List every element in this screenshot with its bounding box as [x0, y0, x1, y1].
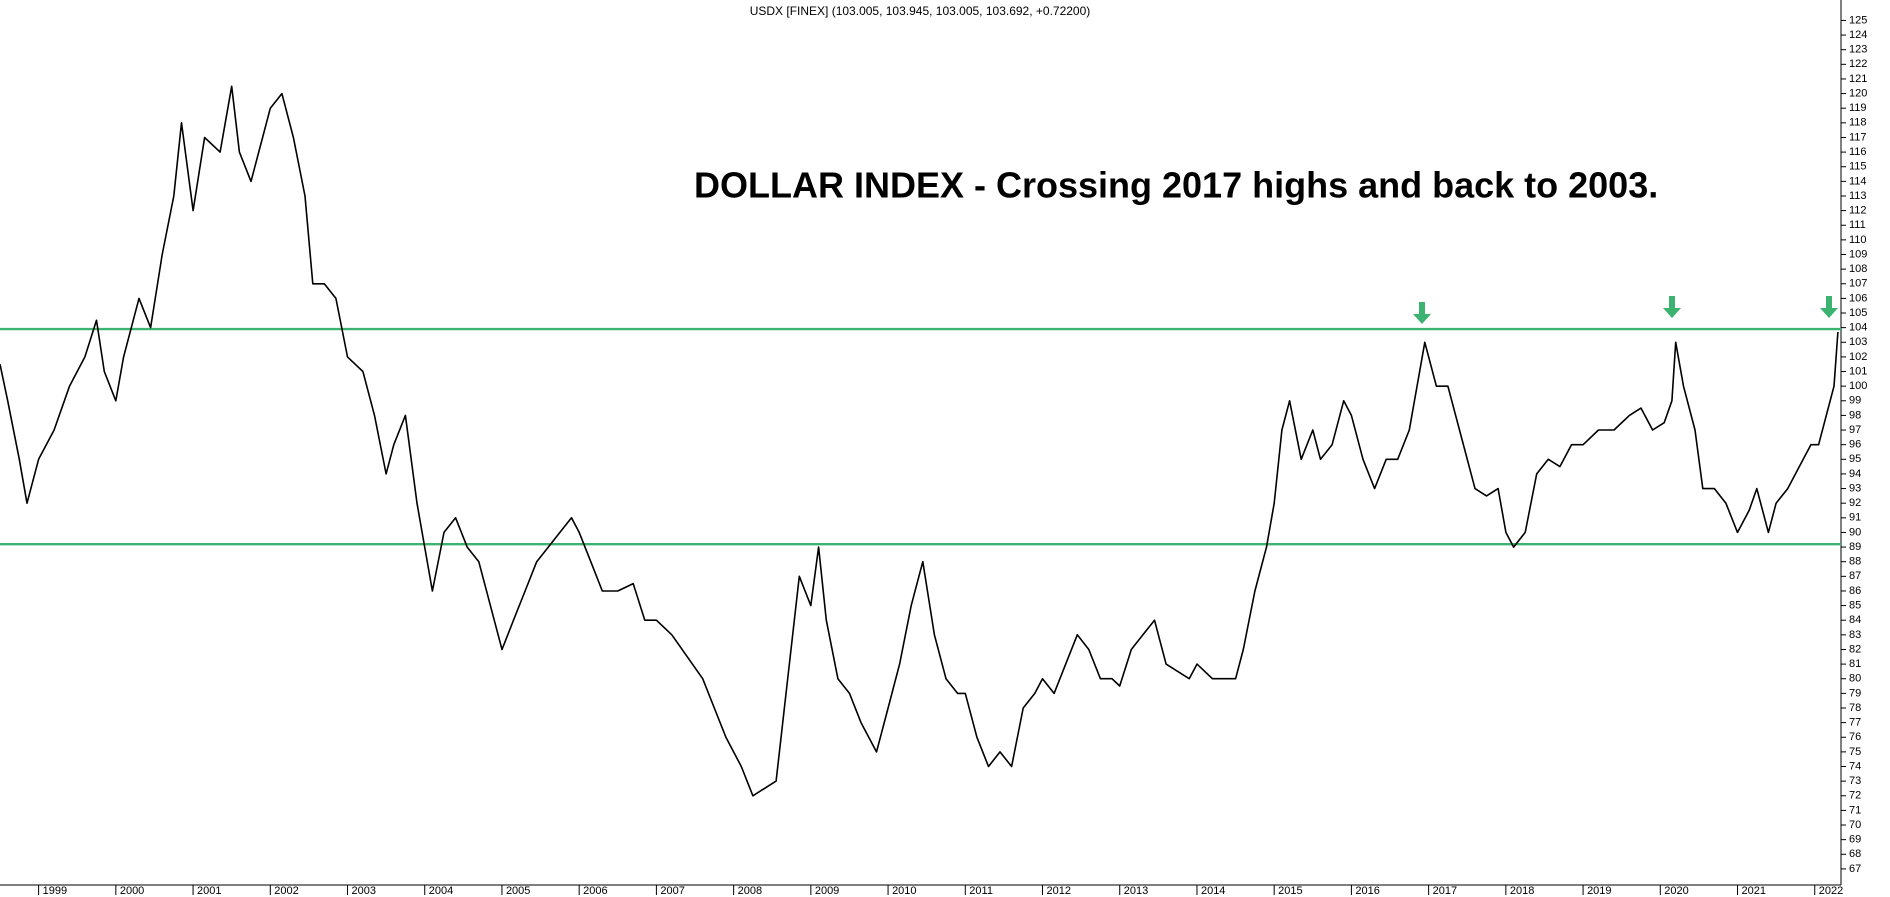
y-tick-label: 109 [1849, 248, 1867, 260]
arrow [1820, 296, 1838, 318]
y-tick-label: 100 [1849, 380, 1867, 392]
y-tick-label: 71 [1849, 804, 1861, 816]
y-tick-label: 84 [1849, 614, 1861, 626]
y-tick-label: 105 [1849, 307, 1867, 319]
y-tick-label: 78 [1849, 702, 1861, 714]
y-tick-label: 92 [1849, 497, 1861, 509]
x-tick-label: 2003 [352, 885, 376, 897]
y-tick-label: 115 [1849, 161, 1867, 173]
y-tick-label: 119 [1849, 102, 1867, 114]
y-tick-label: 98 [1849, 409, 1861, 421]
x-tick-label: 2009 [815, 885, 839, 897]
x-tick-label: 2013 [1124, 885, 1148, 897]
x-tick-label: 2021 [1742, 885, 1766, 897]
arrow [1663, 296, 1681, 318]
y-tick-label: 103 [1849, 336, 1867, 348]
x-tick-label: 2015 [1278, 885, 1302, 897]
x-tick-label: 2007 [660, 885, 684, 897]
y-tick-label: 111 [1849, 219, 1866, 231]
chart-title: USDX [FINEX] (103.005, 103.945, 103.005,… [750, 4, 1091, 18]
y-tick-label: 87 [1849, 570, 1861, 582]
y-tick-label: 90 [1849, 526, 1861, 538]
y-tick-label: 123 [1849, 44, 1867, 56]
x-tick-label: 2005 [506, 885, 530, 897]
y-tick-label: 117 [1849, 131, 1867, 143]
price-line [0, 85, 1839, 797]
y-tick-label: 102 [1849, 351, 1867, 363]
y-tick-label: 94 [1849, 468, 1861, 480]
x-tick-label: 2020 [1664, 885, 1688, 897]
y-tick-label: 93 [1849, 482, 1861, 494]
y-tick-label: 81 [1849, 658, 1861, 670]
y-tick-label: 85 [1849, 599, 1861, 611]
y-tick-label: 77 [1849, 717, 1861, 729]
arrows [1413, 296, 1838, 324]
y-tick-label: 88 [1849, 556, 1861, 568]
annotation: DOLLAR INDEX - Crossing 2017 highs and b… [694, 165, 1658, 206]
x-tick-label: 2001 [197, 885, 221, 897]
x-tick-label: 2010 [892, 885, 916, 897]
y-tick-label: 69 [1849, 834, 1861, 846]
x-tick-label: 2016 [1355, 885, 1379, 897]
x-tick-label: 2008 [738, 885, 762, 897]
y-tick-label: 80 [1849, 673, 1861, 685]
y-tick-label: 72 [1849, 790, 1861, 802]
x-tick-label: 2000 [120, 885, 144, 897]
y-tick-label: 114 [1849, 175, 1867, 187]
x-tick-label: 2017 [1433, 885, 1457, 897]
x-tick-label: 2018 [1510, 885, 1534, 897]
x-tick-label: 2006 [583, 885, 607, 897]
x-tick-label: 2004 [429, 885, 453, 897]
y-tick-label: 67 [1849, 863, 1861, 875]
y-tick-label: 107 [1849, 278, 1867, 290]
y-tick-label: 76 [1849, 731, 1861, 743]
y-tick-label: 118 [1849, 117, 1867, 129]
arrow [1413, 302, 1431, 324]
y-tick-label: 124 [1849, 29, 1867, 41]
y-tick-label: 73 [1849, 775, 1861, 787]
y-tick-label: 101 [1849, 365, 1867, 377]
y-tick-label: 74 [1849, 760, 1861, 772]
x-tick-label: 2014 [1201, 885, 1225, 897]
y-tick-label: 104 [1849, 322, 1867, 334]
y-tick-label: 70 [1849, 819, 1861, 831]
y-tick-label: 125 [1849, 14, 1867, 26]
x-tick-label: 1999 [43, 885, 67, 897]
y-tick-label: 68 [1849, 848, 1861, 860]
y-tick-label: 96 [1849, 439, 1861, 451]
y-tick-label: 95 [1849, 453, 1861, 465]
x-tick-label: 2011 [969, 885, 993, 897]
y-tick-label: 110 [1849, 234, 1867, 246]
y-tick-label: 79 [1849, 687, 1861, 699]
y-tick-label: 97 [1849, 424, 1861, 436]
y-tick-label: 108 [1849, 263, 1867, 275]
x-tick-label: 2012 [1047, 885, 1071, 897]
y-tick-label: 116 [1849, 146, 1867, 158]
y-tick-label: 82 [1849, 643, 1861, 655]
y-tick-label: 120 [1849, 87, 1867, 99]
y-tick-label: 121 [1849, 73, 1867, 85]
y-tick-label: 83 [1849, 629, 1861, 641]
y-tick-label: 122 [1849, 58, 1867, 70]
y-tick-label: 113 [1849, 190, 1867, 202]
y-tick-label: 89 [1849, 541, 1861, 553]
y-tick-label: 75 [1849, 746, 1861, 758]
x-tick-label: 2022 [1819, 885, 1843, 897]
x-tick-label: 2002 [274, 885, 298, 897]
y-tick-label: 112 [1849, 205, 1867, 217]
y-tick-label: 86 [1849, 585, 1861, 597]
y-tick-label: 99 [1849, 395, 1861, 407]
x-tick-label: 2019 [1587, 885, 1611, 897]
y-tick-label: 91 [1849, 512, 1861, 524]
y-tick-label: 106 [1849, 292, 1867, 304]
